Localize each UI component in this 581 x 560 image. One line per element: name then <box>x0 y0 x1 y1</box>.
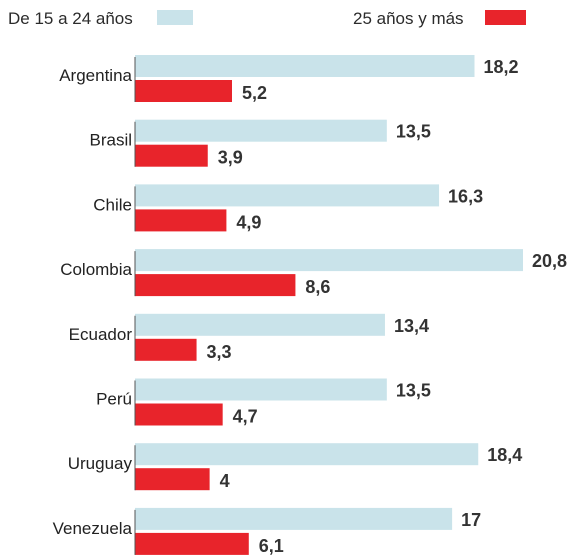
bar-young-colombia <box>135 249 523 272</box>
bar-adult-ecuador <box>135 338 197 361</box>
bar-adult-venezuela <box>135 532 249 555</box>
bar-adult-uruguay <box>135 468 210 491</box>
bar-adult-peru <box>135 403 223 426</box>
legend-label-young: De 15 a 24 años <box>8 9 133 28</box>
bar-young-peru <box>135 378 387 401</box>
legend-swatch-young <box>157 10 193 25</box>
value-label-young-venezuela: 17 <box>461 510 481 530</box>
category-label-uruguay: Uruguay <box>68 454 133 473</box>
value-label-adult-ecuador: 3,3 <box>207 342 232 362</box>
bar-young-argentina <box>135 55 475 77</box>
category-label-chile: Chile <box>93 195 132 214</box>
category-label-venezuela: Venezuela <box>53 519 133 538</box>
value-label-adult-colombia: 8,6 <box>305 277 330 297</box>
value-label-adult-argentina: 5,2 <box>242 83 267 103</box>
category-label-peru: Perú <box>96 390 132 409</box>
value-label-young-ecuador: 13,4 <box>394 316 429 336</box>
bar-young-ecuador <box>135 313 385 336</box>
category-label-ecuador: Ecuador <box>69 325 133 344</box>
category-label-colombia: Colombia <box>60 260 132 279</box>
category-label-argentina: Argentina <box>59 66 132 85</box>
bar-young-uruguay <box>135 443 479 466</box>
value-label-adult-uruguay: 4 <box>220 471 230 491</box>
value-label-young-argentina: 18,2 <box>484 57 519 77</box>
value-label-young-uruguay: 18,4 <box>487 445 522 465</box>
bar-adult-colombia <box>135 274 296 297</box>
bar-young-brasil <box>135 119 387 142</box>
legend-label-adult: 25 años y más <box>353 9 464 28</box>
bar-adult-chile <box>135 209 227 232</box>
value-label-young-peru: 13,5 <box>396 381 431 401</box>
legend: De 15 a 24 años 25 años y más <box>8 9 526 28</box>
value-label-young-colombia: 20,8 <box>532 251 567 271</box>
value-label-young-chile: 16,3 <box>448 186 483 206</box>
value-label-adult-brasil: 3,9 <box>218 148 243 168</box>
bar-adult-argentina <box>135 80 232 102</box>
bar-young-chile <box>135 184 440 207</box>
value-label-adult-venezuela: 6,1 <box>259 536 284 556</box>
bar-adult-brasil <box>135 144 208 167</box>
value-label-adult-chile: 4,9 <box>236 212 261 232</box>
bar-young-venezuela <box>135 507 453 530</box>
value-label-adult-peru: 4,7 <box>233 407 258 427</box>
value-label-young-brasil: 13,5 <box>396 122 431 142</box>
bars-group: 18,2 5,2 Argentina 13,5 3,9 Brasil 16,3 4,9 Chil… <box>53 55 567 556</box>
legend-swatch-adult <box>485 10 526 25</box>
category-label-brasil: Brasil <box>89 131 132 150</box>
